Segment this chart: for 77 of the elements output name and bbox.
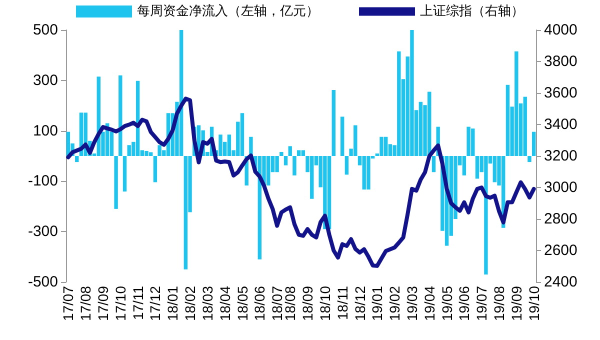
- bar: [532, 132, 536, 156]
- x-tick-label: 18/09: [300, 286, 316, 322]
- x-tick-label: 19/08: [491, 286, 508, 322]
- bar: [340, 116, 344, 156]
- bar: [484, 156, 488, 274]
- bar: [122, 156, 127, 192]
- y-tick-label: -300: [28, 223, 58, 240]
- bar: [280, 152, 284, 156]
- legend-label: 每周资金净流入（左轴，亿元）: [137, 3, 319, 19]
- bar: [292, 156, 296, 176]
- bar: [466, 126, 470, 156]
- x-tick-label: 19/10: [526, 286, 542, 322]
- x-tick-label: 18/03: [199, 286, 216, 322]
- x-tick-label: 19/04: [421, 286, 438, 322]
- x-tick-label: 18/05: [234, 286, 250, 322]
- bar: [432, 156, 436, 172]
- x-tick-label: 17/08: [78, 286, 94, 322]
- bar: [288, 146, 292, 156]
- bar: [240, 113, 244, 156]
- bar: [275, 156, 279, 172]
- x-tick-label: 18/01: [164, 286, 181, 322]
- x-tick-label: 19/05: [438, 286, 455, 322]
- y2-tick-label: 2800: [544, 210, 578, 228]
- x-tick-label: 18/06: [252, 286, 268, 322]
- y2-tick-label: 3400: [544, 116, 578, 133]
- x-tick-label: 19/02: [386, 286, 403, 322]
- bar: [418, 102, 423, 156]
- bar: [153, 156, 158, 182]
- y-tick-label: 100: [32, 122, 58, 140]
- x-tick-label: 18/04: [216, 286, 233, 322]
- x-tick-label: 18/02: [182, 286, 198, 322]
- bar: [75, 156, 79, 162]
- bar: [184, 156, 188, 270]
- y2-tick-label: 3800: [544, 53, 578, 70]
- y-tick-label: 500: [32, 22, 58, 38]
- x-tick-label: 19/03: [404, 286, 420, 322]
- x-tick-label: 19/06: [456, 286, 472, 322]
- bar: [475, 156, 480, 179]
- x-tick-label: 17/07: [60, 286, 76, 322]
- y-tick-label: -500: [28, 274, 58, 290]
- x-tick-label: 17/10: [112, 286, 128, 322]
- x-tick-label: 19/07: [474, 286, 490, 322]
- bar: [410, 30, 414, 156]
- bar: [284, 156, 288, 166]
- bar: [301, 150, 306, 156]
- x-tick-label: 18/12: [352, 286, 368, 322]
- y-tick-label: -100: [28, 172, 58, 190]
- x-tick-label: 19/01: [369, 286, 386, 322]
- x-tick-label: 18/10: [316, 286, 333, 322]
- y2-tick-label: 3600: [544, 84, 578, 102]
- y2-tick-label: 2400: [544, 274, 578, 290]
- legend-label: 上证综指（右轴）: [420, 4, 524, 19]
- bar: [144, 150, 148, 156]
- bar: [506, 84, 510, 156]
- bar: [462, 156, 466, 176]
- x-tick-label: 17/12: [147, 286, 164, 322]
- bar: [296, 150, 301, 156]
- bar: [332, 90, 336, 156]
- bar: [523, 96, 527, 156]
- y-tick-label: 300: [32, 72, 58, 89]
- y2-tick-label: 2600: [544, 242, 578, 259]
- x-tick-label: 17/11: [130, 286, 146, 320]
- bar: [366, 156, 370, 190]
- y2-tick-label: 3200: [544, 148, 578, 164]
- bar: [114, 156, 118, 209]
- bar: [344, 156, 349, 175]
- bar: [227, 134, 232, 156]
- x-tick-label: 18/11: [334, 286, 350, 320]
- x-tick-label: 17/09: [94, 286, 111, 322]
- y2-tick-label: 4000: [544, 22, 578, 38]
- bar: [380, 136, 384, 156]
- bar: [218, 134, 222, 156]
- bar: [528, 156, 532, 162]
- x-tick-label: 19/09: [508, 286, 524, 322]
- bar: [492, 156, 497, 182]
- line-series: [66, 96, 536, 268]
- y2-tick-label: 3000: [544, 179, 578, 196]
